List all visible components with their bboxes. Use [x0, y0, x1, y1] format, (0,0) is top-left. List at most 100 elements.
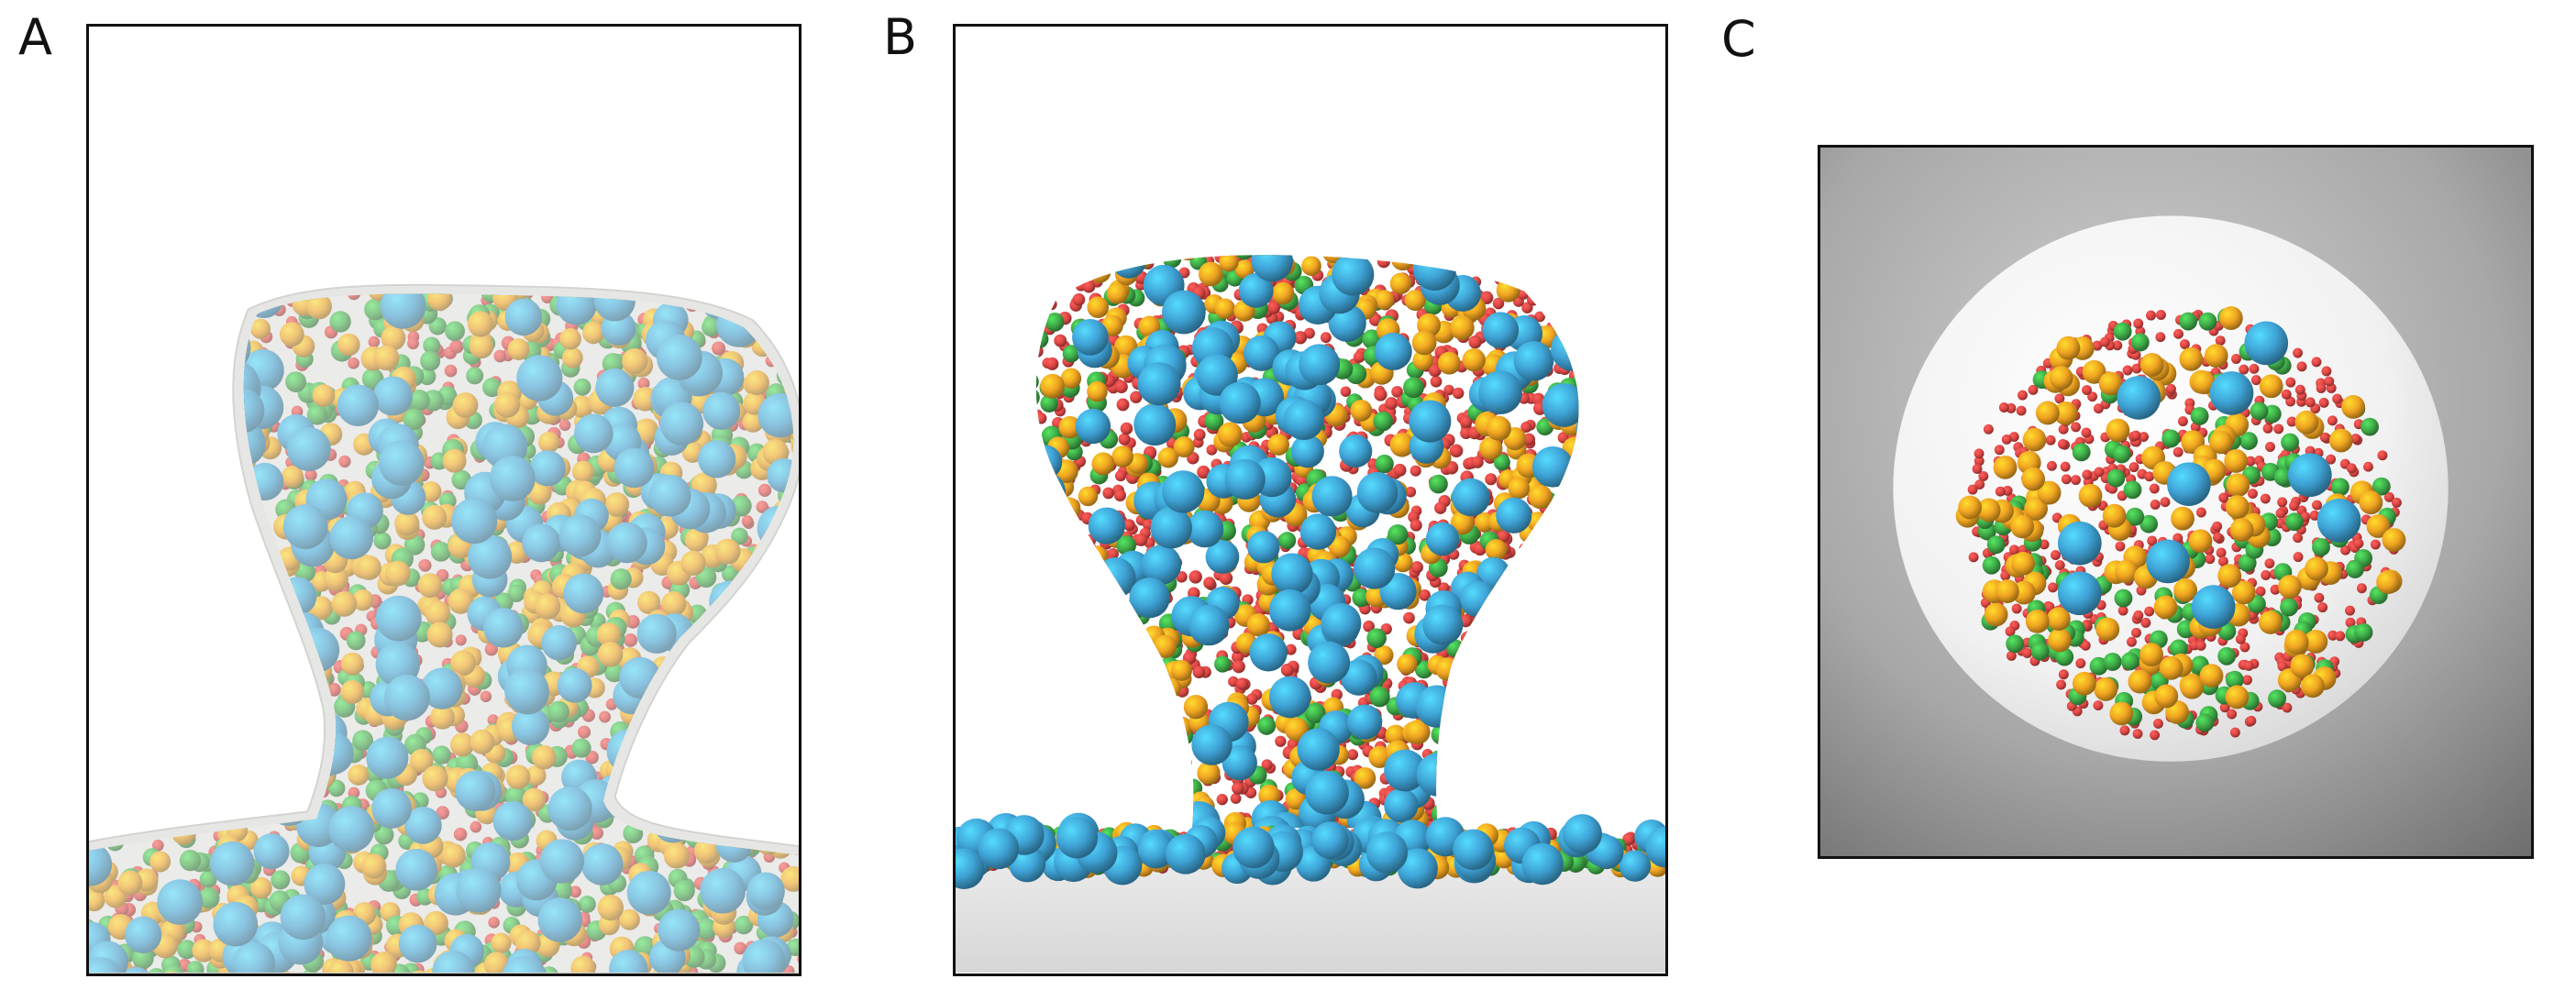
- red-protein-sphere: [132, 424, 147, 439]
- orange-protein-sphere: [136, 301, 158, 324]
- red-protein-sphere: [1459, 718, 1472, 730]
- red-protein-sphere: [1111, 241, 1124, 254]
- orange-protein-sphere: [790, 559, 799, 584]
- green-protein-sphere: [1477, 694, 1498, 713]
- red-protein-sphere: [1575, 660, 1579, 674]
- orange-protein-sphere: [1052, 783, 1075, 805]
- green-protein-sphere: [182, 582, 205, 604]
- orange-protein-sphere: [1035, 778, 1051, 802]
- red-protein-sphere: [105, 427, 116, 439]
- red-protein-sphere: [1101, 653, 1114, 666]
- red-protein-sphere: [1114, 470, 1127, 482]
- green-protein-sphere: [105, 560, 124, 579]
- red-protein-sphere: [1073, 542, 1087, 556]
- red-protein-sphere: [1044, 652, 1056, 664]
- blue-protein-sphere: [742, 939, 786, 974]
- red-protein-sphere: [93, 412, 106, 425]
- red-protein-sphere: [1019, 711, 1031, 723]
- blue-protein-sphere: [380, 293, 426, 329]
- green-protein-sphere: [270, 267, 291, 288]
- red-protein-sphere: [326, 271, 337, 282]
- orange-protein-sphere: [780, 865, 799, 892]
- red-protein-sphere: [1071, 523, 1083, 535]
- green-protein-sphere: [1035, 478, 1054, 498]
- green-protein-sphere: [89, 492, 106, 514]
- green-protein-sphere: [215, 742, 238, 765]
- green-protein-sphere: [738, 768, 759, 789]
- red-protein-sphere: [1109, 584, 1122, 598]
- red-protein-sphere: [1023, 344, 1035, 357]
- red-protein-sphere: [1121, 714, 1134, 728]
- red-protein-sphere: [151, 839, 164, 852]
- orange-protein-sphere: [570, 955, 596, 974]
- green-protein-sphere: [120, 433, 139, 453]
- red-protein-sphere: [1553, 654, 1565, 665]
- orange-protein-sphere: [1100, 732, 1123, 754]
- blue-protein-sphere: [1339, 434, 1373, 468]
- blue-protein-sphere: [1452, 478, 1490, 517]
- orange-protein-sphere: [94, 338, 119, 364]
- orange-protein-sphere: [745, 293, 768, 310]
- red-protein-sphere: [778, 268, 790, 280]
- orange-protein-sphere: [448, 588, 474, 614]
- orange-protein-sphere: [224, 753, 248, 776]
- green-protein-sphere: [1035, 387, 1040, 408]
- orange-protein-sphere: [420, 480, 442, 502]
- red-protein-sphere: [1555, 736, 1568, 750]
- green-protein-sphere: [168, 618, 191, 641]
- red-protein-sphere: [695, 293, 708, 295]
- green-protein-sphere: [1553, 735, 1572, 754]
- green-protein-sphere: [1151, 803, 1170, 821]
- green-protein-sphere: [782, 527, 799, 547]
- orange-protein-sphere: [737, 251, 762, 276]
- orange-protein-sphere: [571, 460, 594, 483]
- green-protein-sphere: [1352, 588, 1371, 608]
- red-protein-sphere: [271, 786, 285, 799]
- orange-protein-sphere: [430, 704, 455, 730]
- orange-protein-sphere: [149, 293, 170, 301]
- green-protein-sphere: [716, 676, 735, 694]
- blue-protein-sphere: [1498, 635, 1534, 671]
- orange-protein-sphere: [789, 640, 799, 664]
- red-protein-sphere: [727, 683, 741, 697]
- orange-protein-sphere: [384, 560, 411, 587]
- blue-protein-sphere: [511, 707, 550, 746]
- red-protein-sphere: [195, 384, 210, 399]
- green-protein-sphere: [94, 578, 113, 598]
- orange-protein-sphere: [89, 296, 112, 321]
- orange-protein-sphere: [187, 302, 213, 328]
- blue-protein-sphere: [204, 668, 238, 703]
- red-protein-sphere: [1015, 244, 1027, 256]
- red-protein-sphere: [1541, 540, 1553, 553]
- green-protein-sphere: [1529, 694, 1551, 715]
- green-protein-sphere: [1582, 278, 1600, 296]
- red-protein-sphere: [691, 737, 704, 750]
- orange-protein-sphere: [228, 680, 254, 706]
- red-protein-sphere: [1035, 751, 1039, 764]
- red-protein-sphere: [624, 632, 638, 647]
- red-protein-sphere: [1511, 707, 1524, 719]
- red-protein-sphere: [127, 681, 140, 693]
- orange-protein-sphere: [1566, 747, 1579, 772]
- blue-protein-sphere: [1224, 458, 1266, 500]
- red-protein-sphere: [1552, 588, 1564, 601]
- red-protein-sphere: [1045, 489, 1056, 500]
- orange-protein-sphere: [1035, 474, 1037, 494]
- red-protein-sphere: [1459, 716, 1471, 729]
- red-protein-sphere: [185, 568, 197, 580]
- blue-protein-sphere: [451, 498, 498, 544]
- red-protein-sphere: [100, 796, 116, 810]
- orange-protein-sphere: [1438, 255, 1463, 269]
- red-protein-sphere: [1035, 650, 1046, 663]
- red-protein-sphere: [89, 305, 91, 318]
- orange-protein-sphere: [1404, 290, 1426, 312]
- green-protein-sphere: [747, 720, 768, 742]
- red-protein-sphere: [1100, 770, 1111, 781]
- blue-protein-sphere: [89, 456, 127, 501]
- red-protein-sphere: [334, 267, 346, 279]
- blue-protein-sphere: [183, 386, 227, 429]
- blue-protein-sphere: [700, 867, 746, 914]
- orange-protein-sphere: [1390, 255, 1415, 271]
- green-protein-sphere: [1450, 743, 1467, 761]
- red-protein-sphere: [155, 745, 168, 758]
